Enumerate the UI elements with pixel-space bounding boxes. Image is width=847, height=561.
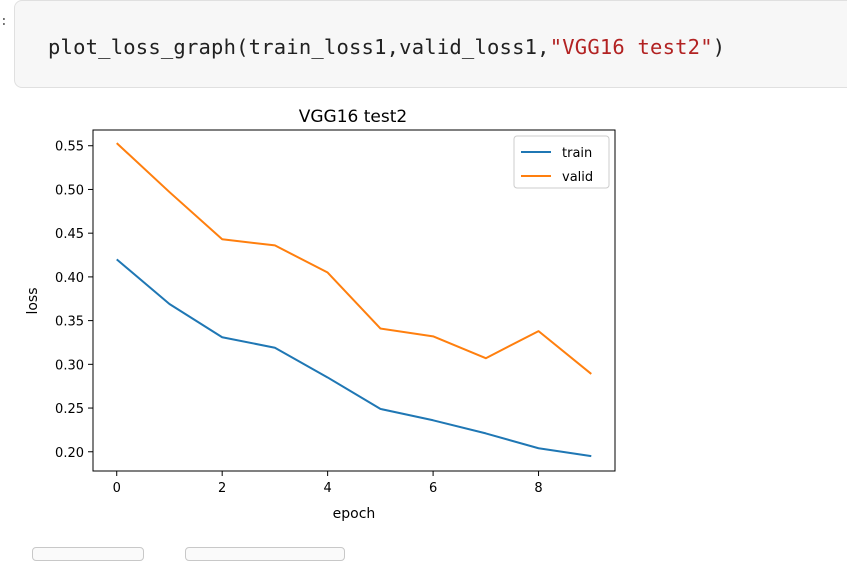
code-cell[interactable]: plot_loss_graph(train_loss1,valid_loss1,… [14, 0, 847, 88]
code-string-arg: "VGG16 test2" [549, 35, 713, 59]
y-tick-label: 0.20 [55, 446, 84, 461]
y-tick-label: 0.25 [55, 402, 84, 417]
x-tick-label: 0 [113, 481, 121, 496]
code-args: (train_loss1,valid_loss1, [236, 35, 550, 59]
y-tick-label: 0.50 [55, 183, 84, 198]
y-axis-ticks: 0.20 0.25 0.30 0.35 0.40 0.45 0.50 0.55 [55, 140, 93, 461]
y-tick-label: 0.35 [55, 315, 84, 330]
y-axis-label: loss [25, 287, 41, 314]
legend-label-train: train [562, 146, 592, 161]
y-tick-label: 0.40 [55, 271, 84, 286]
y-tick-label: 0.55 [55, 140, 84, 155]
chart-legend: train valid [513, 135, 610, 189]
code-line[interactable]: plot_loss_graph(train_loss1,valid_loss1,… [48, 35, 725, 59]
y-tick-label: 0.45 [55, 227, 84, 242]
output-toolbar-button-2[interactable] [185, 547, 345, 561]
y-tick-label: 0.30 [55, 358, 84, 373]
series-line-valid [116, 142, 592, 375]
x-tick-label: 8 [534, 481, 542, 496]
x-tick-label: 6 [429, 481, 437, 496]
code-close-paren: ) [712, 35, 726, 59]
series-line-train [116, 258, 592, 458]
output-toolbar-button-1[interactable] [32, 547, 144, 561]
x-axis-label: epoch [333, 506, 376, 522]
x-tick-label: 4 [323, 481, 331, 496]
cell-prompt: : [0, 14, 8, 29]
code-function: plot_loss_graph [48, 35, 237, 59]
x-tick-label: 2 [218, 481, 226, 496]
legend-label-valid: valid [562, 170, 593, 185]
x-axis-ticks: 0 2 4 6 8 [113, 471, 543, 496]
chart-title: VGG16 test2 [299, 107, 407, 127]
chart-lines [116, 142, 592, 458]
